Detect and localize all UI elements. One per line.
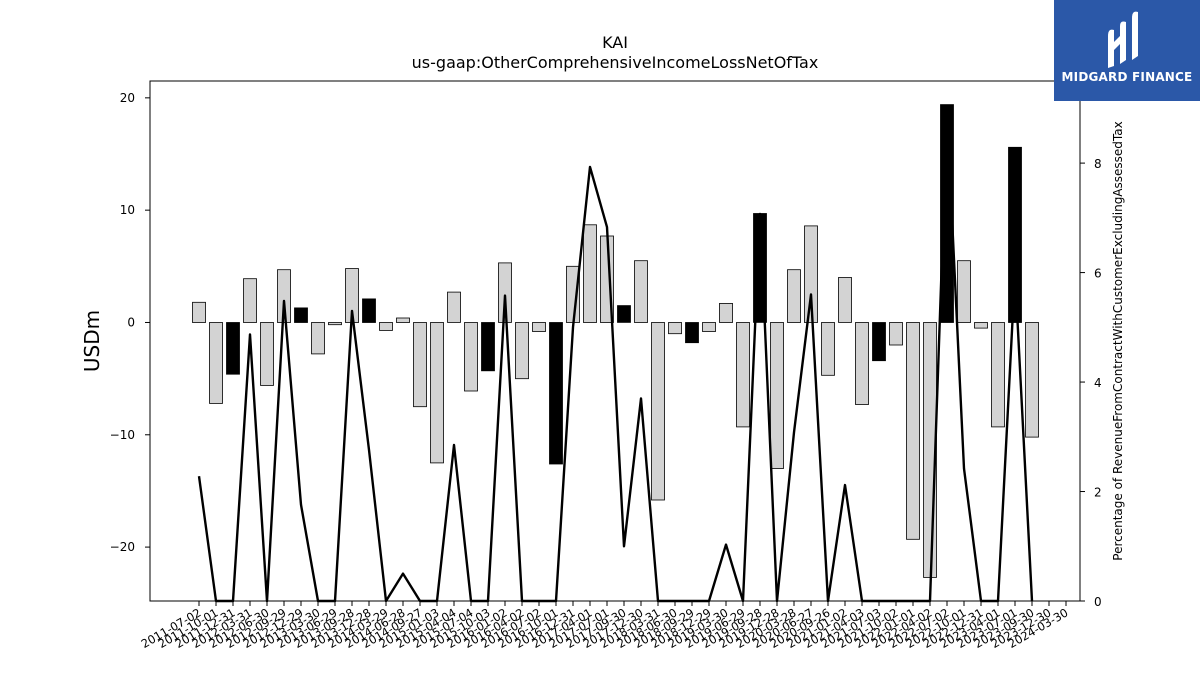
bar-2012-12-29 <box>294 307 308 323</box>
right-axis-label: Percentage of RevenueFromContractWithCus… <box>1111 121 1125 560</box>
right-tick-label: 6 <box>1094 267 1102 281</box>
bar-2020-06-27 <box>804 225 818 323</box>
plot-frame <box>149 80 1081 602</box>
bar-2019-06-29 <box>736 322 750 428</box>
bar-2019-12-28 <box>770 322 784 469</box>
bar-2018-06-30 <box>668 322 682 335</box>
bar-2014-03-29 <box>379 322 393 331</box>
chart-subtitle: us-gaap:OtherComprehensiveIncomeLossNetO… <box>412 53 819 72</box>
bar-2012-06-30 <box>260 322 274 386</box>
left-tick-label: −20 <box>110 540 135 554</box>
bar-2023-09-30 <box>1025 322 1039 438</box>
bar-2014-06-28 <box>396 317 410 323</box>
midgard-m-icon <box>1108 11 1138 69</box>
bar-2016-01-02 <box>498 262 512 323</box>
right-axis-ticks: 0 2 4 6 8 <box>1080 157 1102 609</box>
bar-2016-07-02 <box>532 322 546 332</box>
bar-2011-07-02 <box>192 301 206 323</box>
bar-2020-03-28 <box>787 269 801 323</box>
bar-2018-03-31 <box>651 322 665 501</box>
left-tick-label: −10 <box>110 428 135 442</box>
bar-2023-07-01 <box>1008 146 1022 323</box>
bar-2013-12-28 <box>362 298 376 323</box>
bar-2017-09-30 <box>617 305 631 323</box>
bar-2020-09-26 <box>821 322 835 376</box>
bar-2018-09-29 <box>685 322 699 344</box>
bar-2023-04-01 <box>991 322 1005 428</box>
bar-2021-01-02 <box>838 277 852 323</box>
right-tick-label: 2 <box>1094 486 1102 500</box>
right-tick-label: 4 <box>1094 376 1102 390</box>
bar-2019-03-30 <box>719 302 733 323</box>
left-axis-ticks: −20 −10 0 10 20 <box>110 91 150 554</box>
bar-2013-06-29 <box>328 322 342 326</box>
bar-2012-09-29 <box>277 269 291 323</box>
bar-2018-12-29 <box>702 322 716 332</box>
bar-2013-03-30 <box>311 322 325 355</box>
bar-2022-10-01 <box>957 260 971 323</box>
right-tick-label: 8 <box>1094 157 1102 171</box>
bar-2021-10-02 <box>889 322 903 346</box>
bar-2014-09-27 <box>413 322 427 408</box>
bar-2015-04-04 <box>447 291 461 323</box>
chart-title: KAI <box>602 33 628 52</box>
left-tick-label: 10 <box>120 203 135 217</box>
left-axis-label: USDm <box>80 310 104 372</box>
bar-2015-01-03 <box>430 322 444 464</box>
bar-2017-04-01 <box>583 224 597 323</box>
bar-2016-04-02 <box>515 322 529 380</box>
bar-2021-07-03 <box>872 322 886 362</box>
left-tick-label: 0 <box>127 315 135 329</box>
brand-logo: MIDGARD FINANCE <box>1054 0 1200 101</box>
left-tick-label: 20 <box>120 91 135 105</box>
brand-name: MIDGARD FINANCE <box>1061 70 1193 84</box>
bar-2022-01-01 <box>906 322 920 540</box>
bar-2017-12-30 <box>634 260 648 323</box>
bar-2011-12-31 <box>226 322 240 375</box>
bar-2015-10-03 <box>481 322 495 372</box>
bar-2022-12-31 <box>974 322 988 329</box>
x-axis-ticks: 2011-07-022011-10-012011-12-312012-03-31… <box>139 601 1071 651</box>
bar-2011-10-01 <box>209 322 223 404</box>
right-tick-label: 0 <box>1094 595 1102 609</box>
bar-2021-04-03 <box>855 322 869 405</box>
bar-2015-07-04 <box>464 322 478 392</box>
bar-2016-10-01 <box>549 322 563 465</box>
bar-2012-03-31 <box>243 278 257 323</box>
bar-series <box>192 104 1039 578</box>
